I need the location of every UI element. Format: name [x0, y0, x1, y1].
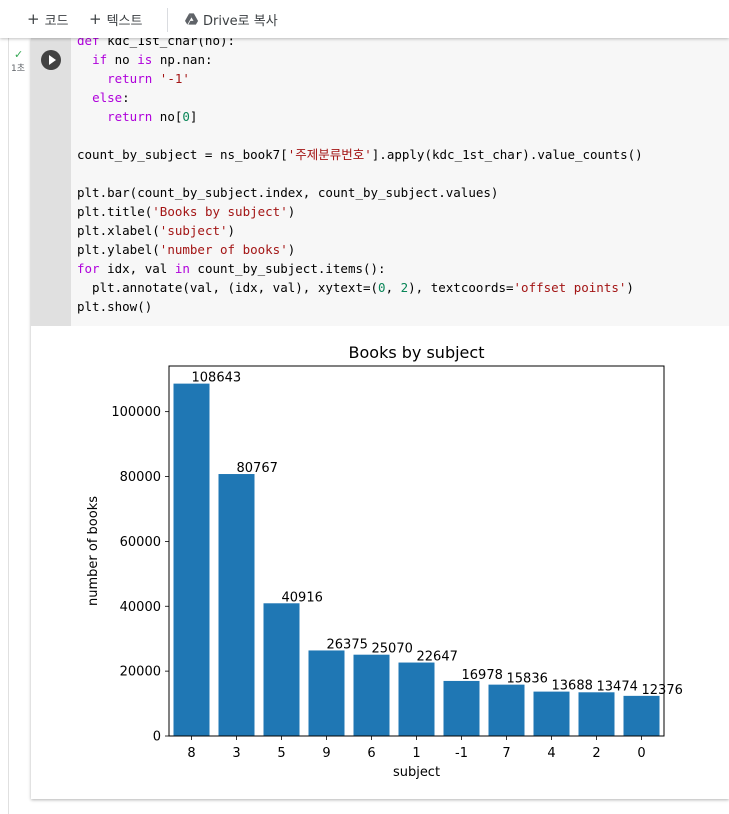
- y-tick-label: 20000: [120, 665, 161, 680]
- bar: [488, 684, 525, 736]
- data-label: 26375: [327, 637, 368, 652]
- add-code-button[interactable]: + 코드: [27, 9, 69, 29]
- data-label: 13688: [552, 679, 593, 694]
- code-line: def kdc_1st_char(no):: [77, 38, 236, 48]
- cell-output: 108643 8 80767 3 40916 5 26375 9 25070 6 22647 1 169…: [31, 326, 729, 799]
- toolbar-divider: [167, 8, 168, 32]
- x-tick-label: -1: [455, 746, 468, 761]
- add-code-label: 코드: [44, 13, 69, 29]
- code-line: return '-1': [107, 71, 190, 86]
- code-text[interactable]: def kdc_1st_char(no): if no is np.nan: r…: [77, 38, 643, 316]
- data-label: 12376: [642, 683, 683, 698]
- bar: [578, 692, 615, 736]
- bar: [623, 695, 660, 736]
- gutter-line: [8, 38, 9, 814]
- code-line: for idx, val in count_by_subject.items()…: [77, 261, 386, 276]
- code-line: plt.annotate(val, (idx, val), xytext=(0,…: [77, 280, 634, 295]
- plus-icon: +: [27, 10, 40, 28]
- bar: [218, 474, 255, 736]
- y-tick-label: 100000: [111, 405, 161, 420]
- x-tick-label: 1: [412, 746, 420, 761]
- x-tick-label: 2: [592, 746, 600, 761]
- add-text-button[interactable]: + 텍스트: [89, 9, 142, 29]
- cell-gutter: [0, 38, 31, 814]
- plus-icon: +: [89, 10, 102, 28]
- run-cell-button[interactable]: [41, 50, 61, 70]
- x-tick-label: 5: [277, 746, 285, 761]
- data-label: 25070: [372, 642, 413, 657]
- data-label: 80767: [237, 461, 278, 476]
- bar: [308, 650, 345, 736]
- bar: [353, 654, 390, 736]
- x-tick-label: 3: [232, 746, 240, 761]
- data-label: 16978: [462, 668, 503, 683]
- data-label: 108643: [192, 371, 242, 386]
- copy-to-drive-button[interactable]: Drive로 복사: [185, 9, 278, 29]
- data-label: 15836: [507, 672, 548, 687]
- code-line: if no is np.nan:: [92, 52, 213, 67]
- y-tick-label: 80000: [120, 470, 161, 485]
- bar: [533, 691, 570, 736]
- check-icon: ✓: [14, 48, 24, 61]
- copy-to-drive-label: Drive로 복사: [203, 13, 278, 29]
- data-label: 13474: [597, 679, 638, 694]
- plot-frame: [168, 365, 665, 737]
- data-label: 22647: [417, 650, 458, 665]
- x-tick-label: 4: [547, 746, 555, 761]
- drive-icon: [185, 13, 198, 25]
- bar: [398, 662, 435, 736]
- y-axis-label: number of books: [86, 496, 101, 606]
- bar: [443, 680, 480, 736]
- code-line: return no[0]: [107, 109, 198, 124]
- code-editor[interactable]: def kdc_1st_char(no): if no is np.nan: r…: [71, 38, 729, 326]
- x-tick-label: 6: [367, 746, 375, 761]
- x-tick-label: 8: [187, 746, 195, 761]
- add-text-label: 텍스트: [106, 13, 143, 29]
- code-line: count_by_subject = ns_book7['주제분류번호'].ap…: [77, 147, 643, 162]
- x-tick-label: 9: [322, 746, 330, 761]
- x-tick-label: 7: [502, 746, 510, 761]
- code-line: plt.xlabel('subject'): [77, 223, 236, 238]
- x-tick-label: 0: [637, 746, 645, 761]
- cell-run-area: [31, 38, 71, 326]
- execution-time: 1초: [11, 64, 26, 74]
- code-cell[interactable]: def kdc_1st_char(no): if no is np.nan: r…: [31, 38, 729, 799]
- code-line: plt.title('Books by subject'): [77, 204, 296, 219]
- y-tick-label: 60000: [120, 535, 161, 550]
- bar: [173, 383, 210, 736]
- chart-title: Books by subject: [349, 343, 485, 362]
- code-line: plt.show(): [77, 299, 153, 314]
- code-line: plt.bar(count_by_subject.index, count_by…: [77, 185, 499, 200]
- data-label: 40916: [282, 590, 323, 605]
- notebook-toolbar: + 코드 + 텍스트 Drive로 복사: [0, 0, 729, 38]
- code-line: plt.ylabel('number of books'): [77, 242, 296, 257]
- x-axis-label: subject: [393, 765, 440, 780]
- bar: [263, 603, 300, 736]
- code-line: else:: [92, 90, 130, 105]
- y-tick-label: 40000: [120, 600, 161, 615]
- y-tick-label: 0: [153, 730, 161, 745]
- bar-chart: 108643 8 80767 3 40916 5 26375 9 25070 6 22647 1 169…: [31, 326, 729, 799]
